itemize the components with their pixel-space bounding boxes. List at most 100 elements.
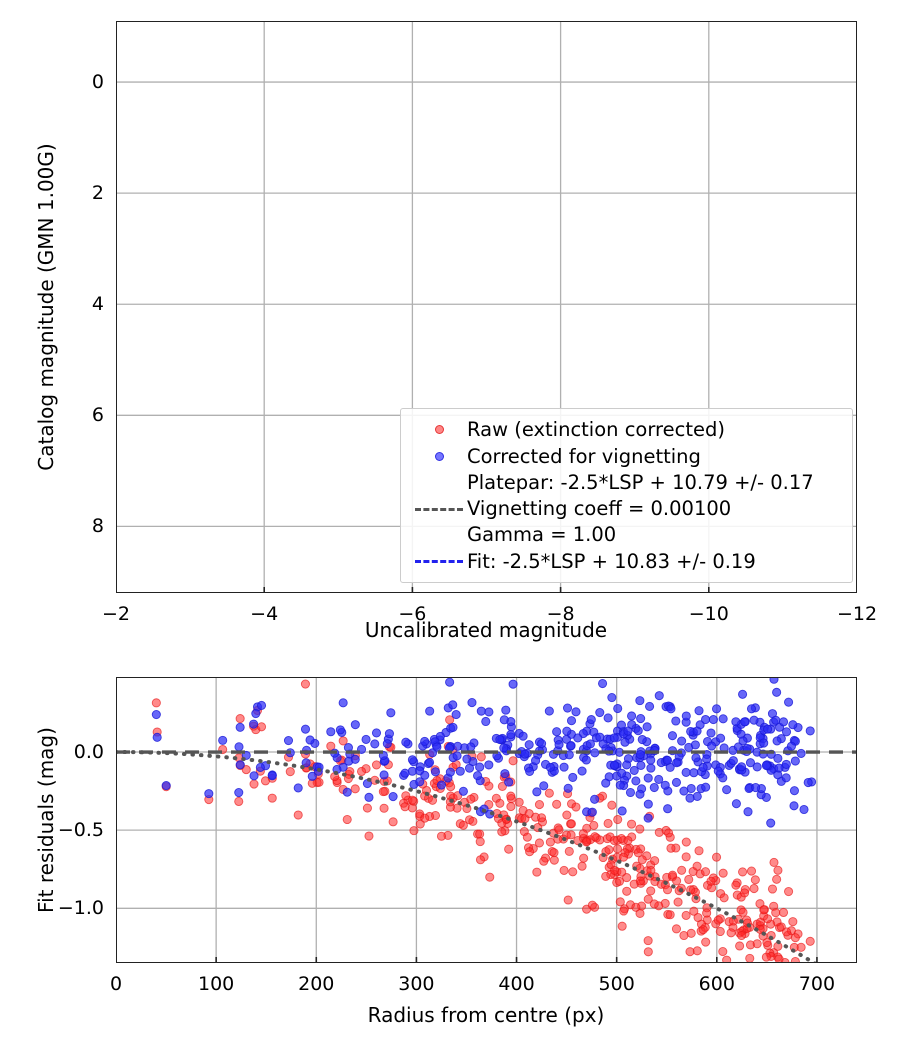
data-point-raw — [647, 866, 655, 874]
data-point-raw — [602, 872, 610, 880]
data-point-raw — [727, 929, 735, 937]
data-point-raw — [365, 832, 373, 840]
data-point-raw — [610, 836, 618, 844]
data-point-raw — [764, 915, 772, 923]
data-point-corrected — [336, 726, 344, 734]
legend-label-vignetting-coeff: Vignetting coeff = 0.00100 — [467, 496, 814, 522]
data-point-corrected — [692, 754, 700, 762]
data-point-raw — [760, 906, 768, 914]
data-point-raw — [550, 849, 558, 857]
legend-label-fit: Fit: -2.5*LSP + 10.83 +/- 0.19 — [467, 548, 756, 575]
data-point-raw — [782, 928, 790, 936]
data-point-corrected — [431, 768, 439, 776]
blue-dot-icon — [435, 452, 444, 461]
data-point-raw — [772, 909, 780, 917]
legend-item-platepar: Platepar: -2.5*LSP + 10.79 +/- 0.17 Vign… — [411, 470, 842, 548]
data-point-raw — [616, 898, 624, 906]
data-point-raw — [250, 780, 258, 788]
data-point-corrected — [500, 744, 508, 752]
data-point-raw — [680, 931, 688, 939]
data-point-corrected — [496, 735, 504, 743]
data-point-corrected — [645, 702, 653, 710]
data-point-raw — [343, 815, 351, 823]
data-point-raw — [613, 845, 621, 853]
data-point-corrected — [701, 715, 709, 723]
data-point-corrected — [773, 688, 781, 696]
data-point-corrected — [162, 781, 170, 789]
data-point-corrected — [380, 771, 388, 779]
data-point-corrected — [663, 756, 671, 764]
data-point-raw — [496, 799, 504, 807]
ytick-label-top: 0 — [0, 71, 104, 93]
data-point-raw — [564, 896, 572, 904]
data-point-corrected — [782, 774, 790, 782]
data-point-raw — [775, 955, 783, 963]
data-point-raw — [747, 867, 755, 875]
data-point-raw — [624, 836, 632, 844]
data-point-corrected — [712, 705, 720, 713]
data-point-raw — [535, 800, 543, 808]
data-point-corrected — [789, 721, 797, 729]
data-point-corrected — [505, 778, 513, 786]
data-point-raw — [806, 937, 814, 945]
data-point-raw — [569, 868, 577, 876]
data-point-corrected — [545, 707, 553, 715]
data-point-corrected — [453, 752, 461, 760]
data-point-raw — [588, 901, 596, 909]
data-point-corrected — [732, 718, 740, 726]
data-point-raw — [738, 868, 746, 876]
data-point-corrected — [249, 720, 257, 728]
data-point-corrected — [752, 783, 760, 791]
data-point-raw — [674, 898, 682, 906]
data-point-corrected — [252, 709, 260, 717]
data-point-corrected — [567, 717, 575, 725]
data-point-corrected — [463, 755, 471, 763]
data-point-corrected — [618, 769, 626, 777]
data-point-corrected — [719, 715, 727, 723]
data-point-raw — [553, 800, 561, 808]
data-point-raw — [668, 871, 676, 879]
data-point-corrected — [555, 740, 563, 748]
data-point-corrected — [426, 707, 434, 715]
data-point-corrected — [531, 756, 539, 764]
data-point-raw — [636, 825, 644, 833]
data-point-corrected — [301, 725, 309, 733]
data-point-corrected — [661, 781, 669, 789]
data-point-corrected — [402, 738, 410, 746]
data-point-corrected — [500, 716, 508, 724]
legend-item-corrected: Corrected for vignetting — [411, 443, 842, 470]
data-point-corrected — [473, 772, 481, 780]
data-point-corrected — [630, 766, 638, 774]
data-point-corrected — [365, 793, 373, 801]
data-point-raw — [567, 820, 575, 828]
data-point-corrected — [604, 714, 612, 722]
legend-item-fit: Fit: -2.5*LSP + 10.83 +/- 0.19 — [411, 548, 842, 575]
data-point-raw — [762, 953, 770, 961]
data-point-corrected — [693, 792, 701, 800]
data-point-corrected — [560, 763, 568, 771]
data-point-raw — [619, 853, 627, 861]
xtick-label-top: −2 — [102, 603, 130, 625]
data-point-corrected — [401, 769, 409, 777]
data-point-corrected — [578, 767, 586, 775]
data-point-raw — [380, 804, 388, 812]
data-point-raw — [523, 833, 531, 841]
data-point-corrected — [526, 767, 534, 775]
data-point-corrected — [753, 763, 761, 771]
yaxis-title-top: Catalog magnitude (GMN 1.00G) — [34, 143, 58, 470]
data-point-raw — [469, 817, 477, 825]
data-point-raw — [672, 925, 680, 933]
data-point-corrected — [351, 755, 359, 763]
data-point-raw — [664, 829, 672, 837]
data-point-corrected — [362, 735, 370, 743]
data-point-corrected — [750, 716, 758, 724]
data-point-raw — [152, 699, 160, 707]
data-point-corrected — [790, 802, 798, 810]
data-point-raw — [515, 798, 523, 806]
data-point-corrected — [553, 728, 561, 736]
data-point-corrected — [708, 742, 716, 750]
data-point-raw — [651, 857, 659, 865]
data-point-corrected — [608, 693, 616, 701]
data-point-raw — [686, 948, 694, 956]
data-point-raw — [701, 868, 709, 876]
